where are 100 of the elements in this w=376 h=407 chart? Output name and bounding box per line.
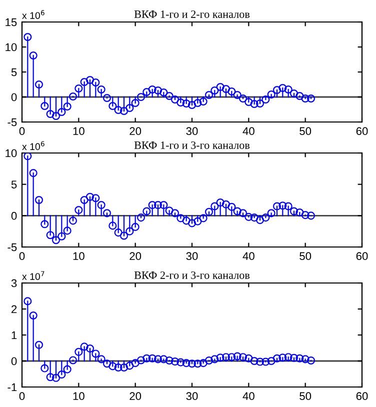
point <box>24 32 32 42</box>
point <box>210 202 219 210</box>
y-tick-label: 15 <box>6 18 17 26</box>
point <box>108 362 117 370</box>
point <box>92 350 100 358</box>
point <box>176 214 185 222</box>
chart-title: ВКФ 1-го и 3-го каналов <box>134 141 250 149</box>
point <box>165 92 174 100</box>
point <box>126 104 134 112</box>
x-tick-label: 20 <box>130 392 142 400</box>
point <box>74 84 83 93</box>
point <box>136 356 146 364</box>
point <box>278 202 287 210</box>
x-tick-label: 50 <box>300 252 312 260</box>
point <box>120 232 128 240</box>
x-tick-label: 10 <box>73 127 84 136</box>
point <box>165 206 174 215</box>
point <box>233 352 242 360</box>
point <box>278 84 287 92</box>
x-tick-label: 10 <box>73 252 84 260</box>
point <box>34 196 44 204</box>
point <box>68 216 78 225</box>
point <box>80 196 88 204</box>
point <box>80 78 88 86</box>
y-tick-label: 5 <box>11 68 17 76</box>
text: x 10$^{6}$ <box>22 10 44 20</box>
point <box>131 359 140 368</box>
point <box>204 356 214 365</box>
point <box>188 219 196 228</box>
point <box>154 355 162 364</box>
point <box>267 209 276 218</box>
point <box>244 98 253 106</box>
point <box>238 353 248 362</box>
point <box>262 358 270 366</box>
y-tick-label: -5 <box>8 118 17 126</box>
chart-title: ВКФ 1-го и 2-го каналов <box>134 10 250 18</box>
point <box>108 102 117 110</box>
point <box>228 202 236 211</box>
y-tick-label: 0 <box>11 93 17 102</box>
point <box>170 95 180 104</box>
point <box>24 297 32 306</box>
point <box>250 356 258 366</box>
point <box>40 364 49 372</box>
point <box>86 76 94 84</box>
point <box>142 88 151 96</box>
point <box>52 112 60 120</box>
point <box>222 353 230 362</box>
y-tick-label: 2 <box>12 305 17 314</box>
point <box>262 95 270 104</box>
y-tick-label: 10 <box>6 149 17 158</box>
point <box>267 356 276 366</box>
point <box>290 354 298 362</box>
point <box>176 98 185 107</box>
x-tick-label: 60 <box>356 392 368 400</box>
point <box>296 208 304 217</box>
point <box>97 200 106 210</box>
point <box>131 98 140 108</box>
point <box>24 153 32 160</box>
point <box>154 200 162 210</box>
point <box>272 354 282 362</box>
x-tick-label: 60 <box>356 252 368 260</box>
point <box>29 169 38 178</box>
point <box>86 192 94 201</box>
point <box>160 200 168 210</box>
point <box>194 98 202 108</box>
point <box>222 200 230 208</box>
point <box>306 212 316 220</box>
point <box>199 97 208 106</box>
point <box>176 358 185 366</box>
point <box>301 94 310 103</box>
point <box>46 373 54 382</box>
point <box>250 214 258 222</box>
point <box>63 226 72 235</box>
y-tick-label: 0 <box>11 212 17 220</box>
point <box>267 90 276 99</box>
point <box>102 209 112 218</box>
point <box>238 94 248 103</box>
point <box>228 353 236 362</box>
point <box>233 90 242 100</box>
point <box>92 194 100 202</box>
point <box>188 100 196 110</box>
point <box>250 100 258 108</box>
point <box>244 354 253 362</box>
point <box>68 356 78 364</box>
point <box>52 374 60 382</box>
point <box>210 86 219 95</box>
point <box>148 354 156 362</box>
point <box>97 85 106 94</box>
x-tick-label: 0 <box>19 392 25 400</box>
point <box>228 87 236 96</box>
point <box>256 99 264 108</box>
point <box>58 370 66 379</box>
point <box>86 344 94 353</box>
point <box>182 216 190 225</box>
point <box>188 360 196 368</box>
x-tick-label: 30 <box>186 252 198 260</box>
y-tick-label: 5 <box>11 180 17 188</box>
point <box>262 214 270 222</box>
text: x 10$^{6}$ <box>22 141 44 150</box>
point <box>194 360 202 368</box>
